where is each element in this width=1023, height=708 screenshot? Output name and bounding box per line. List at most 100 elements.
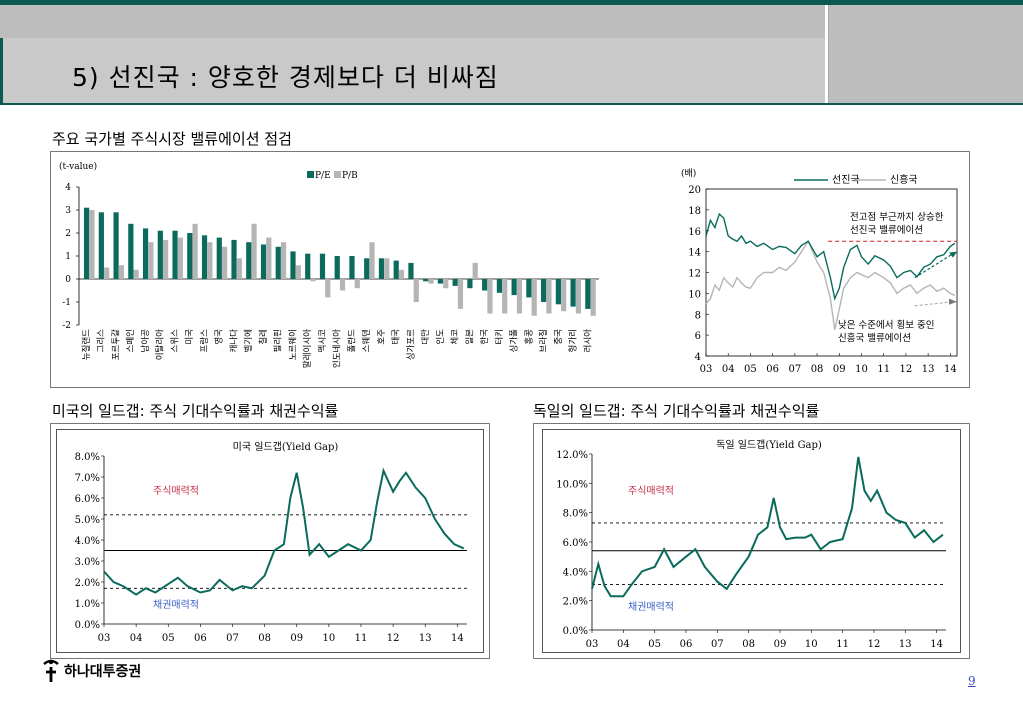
y-tick-label: 4.0% bbox=[563, 567, 588, 578]
section-title-de: 독일의 일드갭: 주식 기대수익률과 채권수익률 bbox=[533, 402, 820, 420]
y-tick-label: 18 bbox=[688, 206, 701, 217]
x-tick-label: 인도 bbox=[435, 329, 446, 345]
x-tick-label: 04 bbox=[722, 364, 735, 375]
header-divider bbox=[0, 103, 1023, 105]
de-yield-gap-chart: 독일 일드갭(Yield Gap) 12.0% 10.0% 8.0% 6.0% 4.0% 2… bbox=[556, 439, 946, 650]
x-tick-label: 포르투갈 bbox=[111, 329, 121, 360]
x-tick-label: 싱가포르 bbox=[405, 329, 416, 360]
x-tick-label: 05 bbox=[744, 364, 757, 375]
x-tick-label: 스페인 bbox=[125, 329, 136, 352]
page-title: 5) 선진국 : 양호한 경제보다 더 비싸짐 bbox=[72, 63, 499, 92]
page-number[interactable]: 9 bbox=[968, 674, 976, 688]
y-tick-label: 4 bbox=[695, 352, 701, 363]
bar-pe bbox=[128, 223, 134, 279]
x-tick-label: 12 bbox=[900, 364, 913, 375]
label-stock-attractive: 주식매력적 bbox=[153, 485, 199, 497]
x-tick-label: 04 bbox=[617, 639, 630, 650]
bar-pb bbox=[118, 265, 124, 279]
bar-pe bbox=[437, 279, 444, 284]
x-tick-label: 터키 bbox=[495, 329, 505, 345]
x-tick-label: 영국 bbox=[214, 329, 225, 345]
x-tick-label: 05 bbox=[648, 639, 661, 650]
y-tick-label: 2 bbox=[65, 229, 71, 239]
x-tick-label: 06 bbox=[680, 639, 693, 650]
bar-pb bbox=[339, 279, 346, 291]
bar-pe bbox=[467, 279, 473, 289]
label-bond-attractive: 채권매력적 bbox=[628, 601, 674, 613]
bar-pe bbox=[157, 230, 163, 279]
bar-pb bbox=[487, 279, 493, 314]
y-tick-label: 1.0% bbox=[75, 599, 100, 610]
x-tick-label: 스위스 bbox=[170, 329, 180, 353]
de-chart-frame: 독일 일드갭(Yield Gap) 12.0% 10.0% 8.0% 6.0% 4.0% 2… bbox=[542, 429, 961, 653]
bar-pb bbox=[89, 210, 95, 279]
x-tick-label: 13 bbox=[899, 639, 912, 650]
bar-pe bbox=[98, 212, 104, 279]
label-stock-attractive: 주식매력적 bbox=[628, 485, 674, 497]
header-accent-bar bbox=[0, 0, 1023, 5]
x-tick-label: 04 bbox=[130, 633, 143, 644]
x-tick-label: 벨기에 bbox=[243, 329, 254, 352]
series-line-emerging bbox=[705, 239, 956, 331]
x-tick-label: 필리핀 bbox=[273, 329, 284, 352]
bar-pe bbox=[585, 279, 591, 309]
brand-mark-icon bbox=[43, 659, 59, 682]
y-tick-label: 20 bbox=[688, 185, 701, 196]
x-tick-label: 노르웨이 bbox=[287, 329, 298, 360]
x-tick-label: 07 bbox=[788, 364, 801, 375]
bar-pe bbox=[84, 207, 90, 279]
x-tick-label: 03 bbox=[98, 633, 111, 644]
header-right-block bbox=[828, 5, 1023, 105]
x-tick-label: 07 bbox=[226, 633, 239, 644]
bar-pb bbox=[163, 239, 169, 279]
x-tick-label: 11 bbox=[355, 633, 368, 644]
section-title-us: 미국의 일드갭: 주식 기대수익률과 채권수익률 bbox=[52, 402, 339, 420]
x-tick-label: 09 bbox=[774, 639, 787, 650]
bar-pe bbox=[216, 237, 222, 279]
x-tick-label: 이탈리아 bbox=[155, 329, 166, 360]
x-tick-label: 스웨덴 bbox=[361, 329, 372, 353]
x-tick-label: 13 bbox=[922, 364, 935, 375]
bar-pb bbox=[310, 279, 316, 282]
bar-pb bbox=[104, 267, 110, 279]
x-tick-label: 말레이시아 bbox=[302, 329, 313, 368]
x-tick-label: 프랑스 bbox=[199, 329, 210, 353]
bar-pb bbox=[251, 223, 257, 279]
label-bond-attractive: 채권매력적 bbox=[153, 599, 199, 611]
bar-pb bbox=[325, 279, 331, 298]
bar-pe bbox=[482, 279, 488, 291]
bar-pe bbox=[172, 230, 178, 279]
bar-pb bbox=[472, 262, 478, 279]
x-tick-label: 러시아 bbox=[582, 329, 593, 353]
bar-pb bbox=[133, 269, 139, 279]
bar-pe bbox=[201, 235, 208, 279]
bar-pe bbox=[246, 242, 252, 279]
x-tick-label: 11 bbox=[836, 639, 849, 650]
x-tick-label: 대만 bbox=[421, 329, 431, 345]
bar-pe bbox=[408, 262, 414, 279]
x-tick-label: 13 bbox=[419, 633, 432, 644]
x-tick-label: 06 bbox=[194, 633, 207, 644]
x-tick-label: 미국 bbox=[185, 329, 195, 345]
x-tick-label: 싱가폴 bbox=[509, 329, 520, 353]
x-tick-label: 호주 bbox=[377, 329, 387, 345]
de-panel: 독일 일드갭(Yield Gap) 12.0% 10.0% 8.0% 6.0% 4.0% 2… bbox=[533, 423, 970, 659]
x-tick-label: 멕시코 bbox=[317, 329, 328, 353]
bar-pe bbox=[231, 239, 237, 279]
y-tick-label: 8.0% bbox=[75, 452, 100, 463]
bar-pe bbox=[555, 279, 561, 305]
x-tick-label: 남아공 bbox=[140, 329, 151, 353]
section-title-valuation: 주요 국가별 주식시장 밸류에이션 점검 bbox=[52, 130, 292, 148]
bar-pb bbox=[280, 242, 287, 279]
x-tick-label: 칠레 bbox=[259, 329, 269, 345]
y-tick-label: 8.0% bbox=[563, 509, 588, 520]
bar-pe bbox=[452, 279, 458, 286]
bar-pb bbox=[384, 258, 390, 279]
x-tick-label: 10 bbox=[323, 633, 336, 644]
y-tick-label: 8 bbox=[695, 310, 701, 321]
annotation-developed-line2: 선진국 밸류에이션 bbox=[850, 225, 923, 236]
y-tick-label: 0.0% bbox=[563, 626, 588, 637]
y-tick-label: 0 bbox=[65, 275, 71, 285]
x-tick-label: 체코 bbox=[450, 329, 461, 345]
bar-pe bbox=[349, 256, 355, 279]
